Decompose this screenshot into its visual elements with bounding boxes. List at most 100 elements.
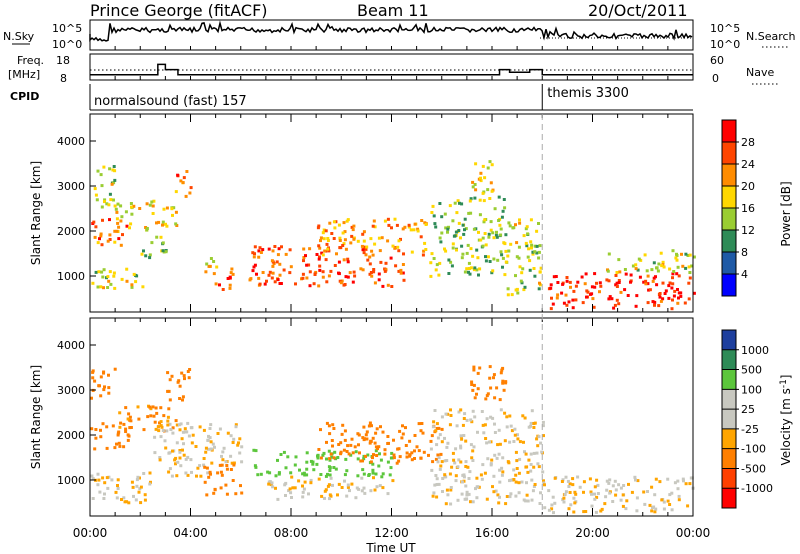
heatmap-cell — [504, 502, 508, 506]
heatmap-cell — [571, 483, 575, 487]
heatmap-cell — [252, 448, 256, 452]
heatmap-cell — [361, 248, 365, 252]
heatmap-cell — [116, 221, 120, 225]
heatmap-cell — [479, 179, 483, 183]
heatmap-cell — [388, 473, 392, 477]
heatmap-cell — [431, 204, 435, 208]
heatmap-cell — [105, 202, 109, 206]
heatmap-cell — [346, 218, 350, 222]
heatmap-cell — [466, 243, 470, 247]
heatmap-cell — [417, 449, 421, 453]
y-tick-label: 2000 — [57, 225, 85, 238]
heatmap-cell — [459, 446, 463, 450]
heatmap-cell — [339, 452, 343, 456]
velocity-x-ticks — [89, 318, 694, 516]
heatmap-cell — [445, 445, 449, 449]
heatmap-cell — [454, 474, 458, 478]
heatmap-cell — [455, 211, 459, 215]
heatmap-cell — [114, 207, 118, 211]
heatmap-cell — [463, 217, 467, 221]
heatmap-cell — [407, 223, 411, 227]
heatmap-cell — [467, 477, 471, 480]
heatmap-cell — [234, 425, 238, 429]
heatmap-cell — [431, 425, 435, 429]
heatmap-cell — [384, 261, 388, 265]
heatmap-cell — [515, 241, 519, 245]
heatmap-cell — [90, 474, 94, 478]
heatmap-cell — [642, 490, 646, 494]
heatmap-cell — [603, 502, 607, 506]
heatmap-cell — [179, 179, 183, 183]
heatmap-cell — [184, 457, 188, 461]
heatmap-cell — [330, 232, 334, 235]
heatmap-cell — [456, 498, 460, 502]
heatmap-cell — [564, 293, 568, 297]
heatmap-cell — [386, 435, 390, 438]
heatmap-cell — [327, 424, 331, 428]
heatmap-cell — [118, 425, 122, 429]
heatmap-cell — [514, 274, 517, 278]
heatmap-cell — [354, 450, 358, 454]
heatmap-cell — [298, 468, 301, 472]
heatmap-cell — [538, 244, 542, 248]
heatmap-cell — [554, 275, 558, 278]
heatmap-cell — [568, 280, 572, 284]
heatmap-cell — [102, 497, 106, 500]
heatmap-cell — [451, 242, 455, 246]
colorbar-tick-label: 16 — [741, 202, 755, 215]
colorbar-tick-label: 24 — [741, 158, 755, 171]
heatmap-cell — [505, 415, 509, 419]
heatmap-cell — [232, 461, 236, 465]
heatmap-cell — [360, 244, 364, 248]
heatmap-cell — [228, 283, 232, 287]
heatmap-cell — [467, 270, 470, 274]
heatmap-cell — [315, 462, 319, 466]
heatmap-cell — [462, 473, 466, 477]
heatmap-cell — [543, 506, 547, 510]
heatmap-cell — [148, 405, 152, 409]
heatmap-cell — [410, 451, 414, 455]
date-title: 20/Oct/2011 — [588, 1, 688, 20]
heatmap-cell — [488, 376, 492, 380]
heatmap-cell — [581, 301, 585, 305]
heatmap-cell — [582, 510, 586, 514]
heatmap-cell — [94, 436, 98, 440]
heatmap-cell — [229, 271, 233, 275]
heatmap-cell — [469, 500, 472, 504]
heatmap-cell — [574, 284, 578, 288]
heatmap-cell — [498, 398, 502, 402]
heatmap-cell — [230, 461, 234, 465]
heatmap-cell — [378, 249, 382, 253]
heatmap-cell — [331, 423, 335, 427]
heatmap-cell — [276, 278, 280, 282]
heatmap-cell — [276, 253, 280, 257]
heatmap-cell — [353, 274, 357, 278]
heatmap-cell — [475, 268, 479, 272]
heatmap-cell — [512, 468, 516, 472]
heatmap-cell — [458, 201, 461, 205]
heatmap-cell — [648, 503, 652, 507]
heatmap-cell — [472, 368, 476, 372]
heatmap-cell — [206, 438, 210, 442]
heatmap-cell — [321, 270, 325, 274]
heatmap-cell — [395, 223, 399, 227]
heatmap-cell — [528, 259, 532, 263]
heatmap-cell — [562, 496, 566, 500]
heatmap-cell — [451, 451, 455, 455]
heatmap-cell — [234, 492, 238, 496]
heatmap-cell — [395, 461, 399, 465]
heatmap-cell — [477, 273, 480, 277]
heatmap-cell — [479, 473, 483, 477]
heatmap-cell — [130, 205, 133, 209]
heatmap-cell — [476, 430, 479, 434]
heatmap-cell — [613, 303, 617, 307]
heatmap-cell — [595, 281, 598, 285]
colorbar-swatch — [722, 409, 736, 429]
x-tick-label: 04:00 — [173, 526, 208, 540]
heatmap-cell — [203, 465, 207, 469]
heatmap-cell — [392, 456, 396, 460]
heatmap-cell — [522, 288, 526, 292]
heatmap-cell — [174, 419, 178, 423]
heatmap-cell — [337, 271, 340, 275]
heatmap-cell — [143, 493, 147, 497]
